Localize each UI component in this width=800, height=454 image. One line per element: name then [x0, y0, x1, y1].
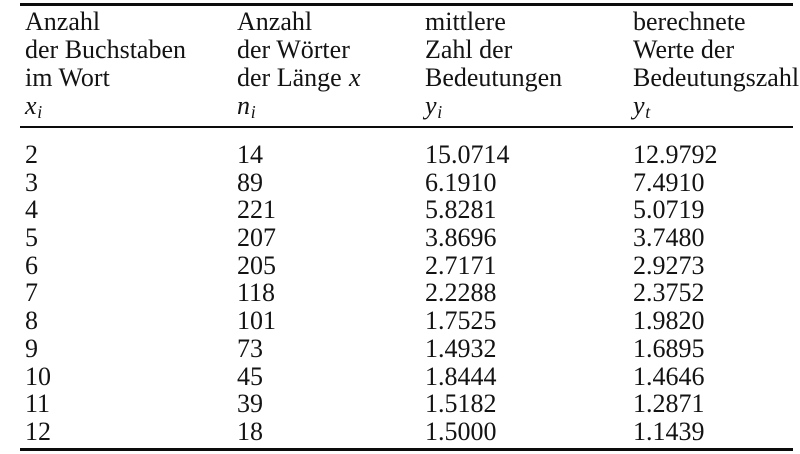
header-line: im Wort: [25, 63, 110, 92]
header-line: der Buchstaben: [25, 35, 187, 64]
header-line: Bedeutungszahl: [633, 63, 800, 92]
cell-yi: 5.8281: [425, 195, 497, 225]
header-line: Anzahl: [25, 7, 101, 36]
cell-yi: 2.2288: [425, 278, 497, 308]
table-row: 5 207 3.8696 3.7480: [25, 224, 795, 252]
cell-ni: 205: [237, 250, 276, 280]
header-line: der Wörter: [237, 35, 350, 64]
cell-xi: 11: [25, 389, 51, 419]
cell-ni: 73: [237, 333, 263, 363]
cell-xi: 3: [25, 167, 38, 197]
table-header: Anzahl der Buchstaben im Wort xi Anzahl …: [25, 7, 799, 122]
cell-ni: 39: [237, 389, 263, 419]
table-top-rule: [20, 3, 793, 6]
cell-yi: 1.8444: [425, 361, 497, 391]
cell-ni: 221: [237, 195, 276, 225]
cell-yt: 3.7480: [633, 223, 705, 253]
math-symbol-yi: yi: [425, 91, 633, 122]
header-col-anzahl-woerter: Anzahl der Wörter der Länge x ni: [237, 7, 425, 122]
cell-xi: 2: [25, 140, 38, 169]
table-row: 10 45 1.8444 1.4646: [25, 361, 795, 391]
table-row: 6 205 2.7171 2.9273: [25, 252, 795, 280]
cell-ni: 207: [237, 223, 276, 253]
cell-yt: 2.9273: [633, 250, 705, 280]
cell-ni: 101: [237, 306, 276, 336]
header-line: Werte der: [633, 35, 735, 64]
cell-xi: 10: [25, 361, 51, 391]
table-row: 7 118 2.2288 2.3752: [25, 279, 795, 307]
cell-yi: 3.8696: [425, 223, 497, 253]
math-var: y: [633, 91, 645, 120]
cell-yt: 5.0719: [633, 195, 705, 225]
cell-yt: 7.4910: [633, 167, 705, 197]
table-body: 2 14 15.0714 12.9792 3 89 6.1910 7.4910 …: [25, 141, 795, 446]
cell-yi: 2.7171: [425, 250, 497, 280]
math-var: n: [237, 91, 250, 120]
cell-xi: 8: [25, 306, 38, 336]
table-row: 11 39 1.5182 1.2871: [25, 390, 795, 418]
header-col-anzahl-buchstaben: Anzahl der Buchstaben im Wort xi: [25, 7, 237, 122]
math-subscript: i: [437, 101, 443, 122]
cell-yt: 1.2871: [633, 389, 705, 419]
header-line: Anzahl: [237, 7, 313, 36]
cell-xi: 6: [25, 250, 38, 280]
cell-yi: 6.1910: [425, 167, 497, 197]
header-line: berechnete: [633, 7, 746, 36]
math-subscript: t: [645, 101, 651, 122]
header-line: Zahl der: [425, 35, 513, 64]
math-symbol-xi: xi: [25, 91, 237, 122]
cell-yt: 1.4646: [633, 361, 705, 391]
cell-yi: 1.5182: [425, 389, 497, 419]
math-subscript: i: [250, 101, 256, 122]
cell-yt: 2.3752: [633, 278, 705, 308]
cell-ni: 14: [237, 140, 263, 169]
math-var: y: [425, 91, 437, 120]
math-subscript: i: [37, 101, 43, 122]
cell-yt: 12.9792: [633, 140, 718, 169]
cell-yt: 1.1439: [633, 416, 705, 446]
cell-ni: 45: [237, 361, 263, 391]
math-var-x: x: [348, 63, 361, 92]
table-row: 4 221 5.8281 5.0719: [25, 196, 795, 224]
header-col-berechnete-werte: berechnete Werte der Bedeutungszahl yt: [633, 7, 800, 122]
table-row: 2 14 15.0714 12.9792: [25, 141, 795, 169]
header-line: Bedeutungen: [425, 63, 563, 92]
table-row: 8 101 1.7525 1.9820: [25, 307, 795, 335]
math-var: x: [25, 91, 37, 120]
math-symbol-ni: ni: [237, 91, 425, 122]
cell-ni: 18: [237, 416, 263, 446]
cell-xi: 9: [25, 333, 38, 363]
cell-ni: 118: [237, 278, 276, 308]
cell-yt: 1.9820: [633, 306, 705, 336]
cell-xi: 4: [25, 195, 38, 225]
header-line: der Länge x: [237, 64, 425, 92]
header-line: mittlere: [425, 7, 506, 36]
cell-xi: 12: [25, 416, 51, 446]
cell-xi: 5: [25, 223, 38, 253]
cell-yt: 1.6895: [633, 333, 705, 363]
table-bottom-rule: [20, 448, 793, 451]
cell-yi: 1.7525: [425, 306, 497, 336]
table-row: 12 18 1.5000 1.1439: [25, 418, 795, 446]
table-header-rule: [20, 126, 793, 128]
cell-ni: 89: [237, 167, 263, 197]
cell-yi: 1.4932: [425, 333, 497, 363]
header-line-text: der Länge: [237, 63, 342, 92]
math-symbol-yt: yt: [633, 91, 799, 122]
cell-yi: 15.0714: [425, 140, 510, 169]
header-col-mittlere-zahl: mittlere Zahl der Bedeutungen yi: [425, 7, 633, 122]
table-row: 3 89 6.1910 7.4910: [25, 167, 795, 197]
table-row: 9 73 1.4932 1.6895: [25, 335, 795, 363]
cell-xi: 7: [25, 278, 38, 308]
cell-yi: 1.5000: [425, 416, 497, 446]
